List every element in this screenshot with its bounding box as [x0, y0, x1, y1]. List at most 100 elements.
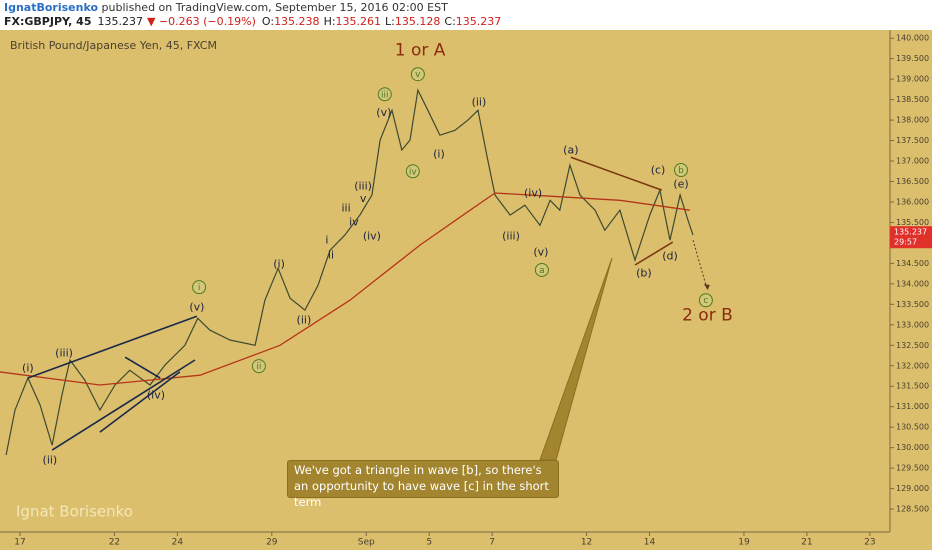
header-line-1: IgnatBorisenko published on TradingView.… [4, 1, 448, 14]
y-tick-label: 132.000 [896, 361, 929, 370]
wave-label: (i) [273, 258, 285, 271]
x-tick-label: 21 [801, 538, 812, 548]
x-tick-label: Sep [358, 538, 375, 548]
wave-label: (ii) [472, 96, 487, 109]
x-tick-label: 14 [644, 538, 656, 548]
wave-label: (iii) [354, 180, 372, 193]
wave-label: (iii) [55, 347, 73, 360]
wave-label: ii [328, 249, 334, 262]
x-tick-label: 5 [426, 538, 432, 548]
price-tag [890, 226, 932, 249]
trendline [570, 156, 663, 191]
header-line-2: FX:GBPJPY, 45 135.237 ▼ −0.263 (−0.19%) O:1… [4, 15, 501, 28]
y-tick-label: 136.500 [896, 177, 929, 186]
wave-circle [673, 163, 688, 178]
chart-title: British Pound/Japanese Yen, 45, FXCM [10, 39, 217, 52]
trendline [51, 359, 196, 451]
forecast-arrow [692, 239, 708, 289]
y-tick-label: 136.000 [896, 197, 929, 206]
x-tick-label: 24 [172, 538, 184, 548]
ohlc-value: 135.237 [456, 15, 502, 28]
wave-label: 2 or B [682, 305, 733, 325]
y-tick-label: 131.000 [896, 402, 929, 411]
y-tick-label: 138.000 [896, 116, 929, 125]
y-tick-label: 131.500 [896, 382, 929, 391]
wave-label: (d) [662, 250, 678, 263]
author[interactable]: IgnatBorisenko [4, 1, 98, 14]
ohlc-key: C: [444, 15, 455, 28]
wave-label: 1 or A [395, 41, 446, 61]
wave-label: (iv) [363, 229, 381, 242]
ohlc-key: H: [324, 15, 336, 28]
wave-circle [534, 262, 549, 277]
y-tick-label: 129.500 [896, 464, 929, 473]
wave-circle [698, 293, 713, 308]
wave-label: b [678, 166, 684, 176]
wave-label: (v) [189, 301, 204, 314]
callout: We've got a triangle in wave [b], so the… [287, 460, 559, 509]
plot-bg [0, 30, 890, 532]
wave-label: a [539, 266, 545, 276]
ohlc-key: O: [262, 15, 274, 28]
change: ▼ −0.263 (−0.19%) [147, 15, 256, 28]
y-tick-label: 130.000 [896, 443, 929, 452]
trendline [124, 356, 161, 379]
wave-circle [251, 359, 266, 374]
ohlc-value: 135.238 [274, 15, 320, 28]
y-tick-label: 134.500 [896, 259, 929, 268]
price-tag-label: 135.237 [894, 228, 927, 237]
wave-label: (i) [433, 148, 445, 161]
y-tick-label: 134.000 [896, 279, 929, 288]
wave-circle [192, 280, 207, 295]
wave-label: (v) [533, 245, 548, 258]
wave-label: iii [341, 202, 350, 215]
watermark: Ignat Borisenko [16, 503, 133, 521]
y-tick-label: 129.000 [896, 484, 929, 493]
y-axis-bg [890, 30, 932, 550]
wave-label: iv [349, 216, 359, 229]
y-tick-label: 140.000 [896, 34, 929, 43]
wave-label: c [703, 296, 708, 306]
trendline [634, 241, 674, 266]
header-bg [0, 0, 932, 30]
y-tick-label: 133.000 [896, 320, 929, 329]
wave-label: (a) [563, 143, 578, 156]
y-tick-label: 139.000 [896, 75, 929, 84]
trendline [99, 371, 181, 433]
wave-label: (v) [376, 106, 391, 119]
y-tick-label: 128.500 [896, 505, 929, 514]
wave-label: iii [381, 90, 389, 100]
wave-label: (iii) [502, 229, 520, 242]
wave-label: (e) [673, 177, 688, 190]
wave-label: (c) [651, 164, 666, 177]
x-tick-label: 12 [581, 538, 592, 548]
ohlc-value: 135.261 [336, 15, 382, 28]
wave-label: (ii) [43, 453, 58, 466]
y-tick-label: 137.000 [896, 157, 929, 166]
ohlc-key: L: [385, 15, 395, 28]
wave-label: (b) [636, 267, 652, 280]
wave-label: v [415, 70, 421, 80]
published: published on TradingView.com, September … [98, 1, 448, 14]
ohlc-value: 135.128 [395, 15, 441, 28]
wave-label: i [325, 234, 328, 247]
wave-label: ii [256, 362, 261, 372]
countdown: 29:57 [894, 238, 917, 247]
wave-circle [405, 164, 420, 179]
x-tick-label: 23 [864, 538, 875, 548]
y-tick-label: 135.500 [896, 218, 929, 227]
wave-circle [377, 87, 392, 102]
wave-label: (ii) [297, 313, 312, 326]
y-tick-label: 132.500 [896, 341, 929, 350]
x-tick-label: 29 [266, 538, 278, 548]
x-tick-label: 22 [109, 538, 120, 548]
y-tick-label: 133.500 [896, 300, 929, 309]
price-line [5, 88, 694, 456]
wave-label: (iv) [524, 186, 542, 199]
wave-circle [410, 67, 425, 82]
y-tick-label: 137.500 [896, 136, 929, 145]
x-tick-label: 7 [489, 538, 495, 548]
x-axis-bg [0, 532, 890, 550]
